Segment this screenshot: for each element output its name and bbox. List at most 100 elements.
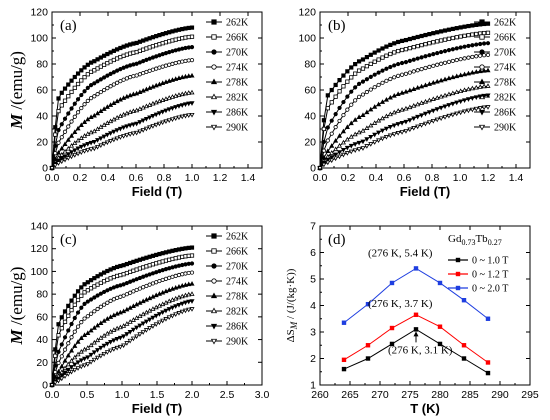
data-point	[78, 144, 84, 150]
data-point	[391, 92, 397, 98]
data-point	[368, 106, 374, 112]
data-point	[446, 75, 452, 81]
data-point	[92, 309, 97, 314]
data-point	[415, 124, 421, 130]
data-point	[411, 126, 417, 131]
data-point	[392, 75, 397, 80]
legend-entry: 262K	[494, 18, 517, 29]
data-point	[140, 330, 146, 335]
data-point	[88, 114, 94, 120]
data-point	[454, 35, 459, 40]
data-point	[360, 66, 366, 71]
legend-entry: 0 ~ 2.0 T	[472, 284, 508, 295]
data-point	[92, 94, 97, 99]
data-point	[66, 341, 71, 346]
data-point	[419, 67, 424, 72]
data-point	[317, 166, 323, 171]
data-point	[438, 93, 444, 99]
data-point	[395, 122, 401, 127]
data-point	[399, 72, 405, 77]
data-point	[108, 340, 114, 345]
data-point	[485, 52, 491, 58]
data-point	[72, 329, 77, 334]
data-point	[104, 132, 110, 138]
data-point	[325, 148, 331, 154]
data-point	[66, 313, 71, 318]
data-point	[176, 283, 182, 289]
x-tick-label: 0.4	[101, 172, 116, 184]
legend-entry: 270K	[226, 262, 249, 273]
legend-marker	[455, 257, 461, 263]
data-point	[118, 79, 123, 84]
legend-marker	[211, 34, 217, 40]
data-point	[481, 53, 487, 58]
legend-entry: 278K	[494, 78, 517, 89]
data-point	[140, 87, 146, 93]
data-point	[68, 143, 75, 148]
x-tick-label: 0.2	[341, 172, 356, 184]
data-point	[189, 112, 195, 118]
data-point	[337, 78, 342, 83]
data-point	[365, 343, 371, 348]
data-point	[407, 118, 413, 123]
data-point	[395, 108, 401, 113]
data-point	[143, 126, 149, 132]
data-point	[477, 94, 483, 100]
data-point	[150, 324, 156, 329]
data-point	[53, 143, 58, 148]
data-point	[147, 317, 153, 323]
data-point	[98, 353, 104, 359]
data-point	[65, 137, 71, 142]
legend-marker	[455, 271, 461, 277]
data-point	[59, 159, 65, 165]
data-point	[465, 108, 472, 114]
data-point	[446, 27, 452, 32]
data-point	[442, 104, 448, 110]
data-point	[186, 73, 192, 78]
data-point	[422, 98, 429, 104]
data-point	[336, 133, 343, 138]
legend-marker	[210, 93, 218, 100]
data-point	[438, 77, 444, 83]
data-point	[345, 94, 350, 99]
data-point	[384, 44, 389, 49]
data-point	[477, 84, 483, 89]
data-point	[124, 341, 130, 346]
data-point	[72, 302, 77, 307]
panel-b: 0.0 0.2 0.4 0.6 0.8 1.0 1.2 1.4 0 20 40 60 80 100 120 F…	[298, 7, 531, 199]
data-point	[379, 99, 386, 104]
data-point	[111, 297, 116, 302]
data-point	[360, 128, 366, 133]
data-point	[427, 41, 432, 46]
data-point	[344, 151, 350, 156]
data-point	[458, 57, 463, 62]
data-point	[380, 55, 385, 60]
sample-label-base: Gd	[448, 233, 462, 245]
data-point	[85, 345, 91, 350]
data-point	[49, 166, 55, 171]
data-point	[364, 137, 370, 142]
data-point	[91, 357, 97, 363]
data-point	[340, 139, 346, 145]
data-point	[85, 299, 90, 304]
data-point	[91, 128, 97, 134]
data-point	[169, 297, 176, 302]
x-tick-label: 1.2	[213, 172, 228, 184]
data-point	[189, 34, 195, 39]
data-point	[387, 133, 393, 139]
data-point	[454, 100, 460, 106]
data-point	[98, 320, 104, 326]
data-point	[82, 316, 87, 321]
data-point	[88, 352, 94, 358]
data-point	[389, 341, 395, 347]
data-point	[78, 335, 84, 341]
data-point	[156, 121, 162, 127]
data-point	[186, 113, 192, 118]
data-point	[380, 68, 385, 73]
panel-label: (c)	[60, 232, 77, 248]
data-point	[478, 41, 483, 47]
data-point	[91, 339, 97, 345]
data-point	[329, 87, 334, 93]
data-point	[352, 117, 358, 122]
